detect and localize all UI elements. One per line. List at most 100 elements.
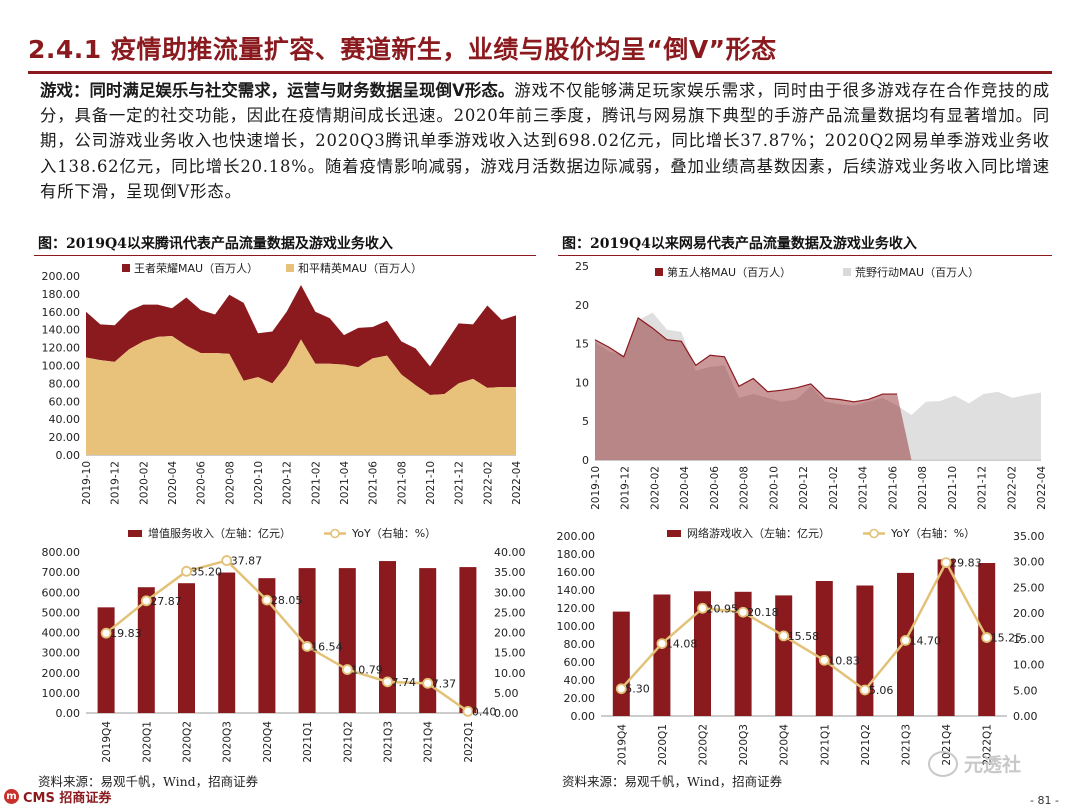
revenue-bar [459,567,477,713]
legend-label-hpjy: 和平精英MAU（百万人） [298,261,422,275]
yoy-data-label: 7.74 [392,676,417,689]
x-tick-label: 2021Q3 [901,724,913,766]
yoy-line [105,559,469,713]
x-tick-label: 2020-02 [138,461,150,505]
revenue-bar [379,561,396,713]
yoy-point [615,683,627,695]
x-tick-label: 2020Q2 [182,721,194,763]
x-tick-label: 2020-06 [196,461,208,505]
revenue-bar [298,568,316,713]
legend-label-bar: 增值服务收入（左轴：亿元） [148,526,291,540]
left-axis-tick: 40.00 [564,674,596,687]
left-axis-tick: 180.00 [557,548,596,561]
watermark-text: 元透社 [964,754,1022,776]
yoy-data-label: 35.20 [191,565,223,578]
yoy-point [341,664,353,675]
yoy-data-label: 10.83 [828,654,860,667]
yoy-data-label: 28.05 [271,594,303,607]
y-tick-label: 200.00 [42,270,81,283]
right-axis-tick: 0.00 [494,707,519,720]
x-tick-label: 2021Q3 [383,721,395,763]
legend-label-wzry: 王者荣耀MAU（百万人） [134,262,258,275]
legend-label-hyxd: 荒野行动MAU（百万人） [855,266,979,279]
yoy-data-label: 10.79 [351,664,383,677]
left-axis-tick: 600.00 [42,586,81,599]
yoy-data-label: 14.08 [666,638,698,651]
yoy-point [181,565,192,577]
left-axis-tick: 80.00 [564,638,596,651]
figure-rule-netease [558,255,1052,256]
x-tick-label: 2022Q1 [463,721,475,763]
x-tick-label: 2021-06 [368,461,380,505]
revenue-bar [775,595,793,716]
source-note-right: 资料来源：易观千帆，Wind，招商证券 [562,774,783,789]
netease-revenue-combo-chart: 0.00 20.00 40.00 60.00 80.00 100.00 120.00 140.… [557,526,1045,766]
right-axis-tick: 30.00 [1013,556,1045,569]
yoy-data-label: 16.54 [311,640,343,653]
right-axis-tick: 15.00 [494,647,526,660]
revenue-bar [97,607,115,713]
yoy-point [737,606,749,618]
x-tick-label: 2021Q1 [302,721,314,763]
y-tick-label: 140.00 [42,324,81,337]
revenue-bar [258,578,276,713]
right-axis-tick: 25.00 [494,606,526,619]
paragraph-lead: 游戏：同时满足娱乐与社交需求，运营与财务数据呈现倒V形态。 [40,81,515,100]
left-axis-tick: 140.00 [557,584,596,597]
y-tick-label: 80.00 [49,377,81,390]
y-tick-label: 20.00 [49,431,81,444]
left-axis-tick: 20.00 [564,692,596,705]
tencent-mau-area-chart: 0.00 20.00 40.00 60.00 80.00 100.00 120.00 140.… [42,261,524,505]
left-axis-tick: 0.00 [56,707,81,720]
yoy-point [940,557,952,568]
y-tick-label: 40.00 [49,413,81,426]
right-axis-tick: 35.00 [494,566,526,579]
page-number: - 81 - [1030,794,1059,807]
x-tick-label: 2021-12 [977,466,989,510]
x-tick-label: 2021Q2 [860,724,872,766]
x-tick-label: 2019Q4 [616,724,628,766]
yoy-data-label: 5.30 [625,683,650,696]
y-tick-label: 20 [575,299,589,312]
right-axis-tick: 20.00 [494,627,526,640]
right-axis-tick: 0.00 [1013,710,1038,723]
series-area-dwrg [595,317,912,460]
x-tick-label: 2020-04 [167,461,179,505]
yoy-data-label: 20.95 [707,602,739,615]
legend-swatch-dwrg [655,268,663,276]
right-axis-tick: 5.00 [494,687,519,700]
revenue-bar [137,587,155,713]
yoy-data-label: 37.87 [231,555,263,568]
yoy-point [778,630,790,642]
x-tick-label: 2020-10 [253,461,265,505]
left-axis-tick: 60.00 [564,656,596,669]
x-tick-label: 2021-04 [339,461,351,505]
series-area-hyxd [595,312,1041,460]
x-tick-label: 2020-12 [798,466,810,510]
y-tick-label: 120.00 [42,342,81,355]
right-axis-tick: 35.00 [1013,530,1045,543]
x-tick-label: 2021Q1 [819,724,831,766]
left-axis-tick: 300.00 [42,647,81,660]
x-tick-label: 2022-02 [482,461,494,505]
brand-logo-text: CMS 招商证券 [23,791,112,806]
brand-mark-icon: m [4,789,19,804]
x-tick-label: 2021-06 [887,466,899,510]
figure-title-tencent: 图：2019Q4以来腾讯代表产品流量数据及游戏业务收入 [38,236,393,252]
yoy-data-label: 7.37 [432,677,457,690]
x-tick-label: 2020Q1 [657,724,669,766]
right-axis-tick: 40.00 [494,546,526,559]
legend-swatch-hpjy [286,264,294,272]
y-tick-label: 60.00 [49,395,81,408]
x-tick-label: 2020-04 [679,466,691,510]
x-tick-label: 2021-04 [858,466,870,510]
yoy-data-label: 15.25 [991,632,1023,645]
yoy-point [900,635,911,646]
x-tick-label: 2020Q4 [262,721,274,763]
y-tick-label: 5 [582,415,589,428]
x-tick-label: 2022-04 [511,461,523,505]
tencent-revenue-combo-chart: 0.00 100.00 200.00 300.00 400.00 500.00 600.00… [42,526,526,763]
yoy-data-label: 19.83 [110,627,142,640]
yoy-point [818,654,830,666]
yoy-data-label: 15.58 [788,630,820,643]
